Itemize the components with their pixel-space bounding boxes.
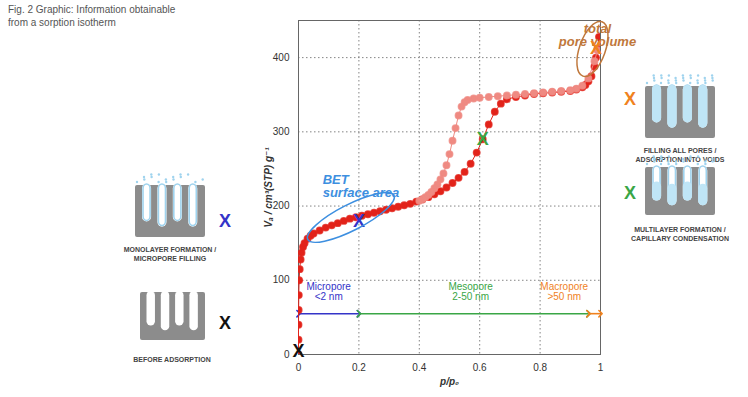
svg-text:0: 0 — [284, 349, 290, 360]
svg-text:X: X — [292, 341, 304, 361]
svg-text:0.4: 0.4 — [412, 362, 426, 373]
svg-text:Macropore>50 nm: Macropore>50 nm — [540, 281, 588, 302]
svg-text:X: X — [624, 89, 636, 109]
svg-text:0.6: 0.6 — [473, 362, 487, 373]
svg-text:0.2: 0.2 — [352, 362, 366, 373]
svg-text:Micropore<2 nm: Micropore<2 nm — [306, 281, 351, 302]
svg-text:0: 0 — [296, 362, 302, 373]
svg-text:100: 100 — [273, 274, 290, 285]
svg-text:400: 400 — [273, 52, 290, 63]
svg-text:X: X — [219, 313, 231, 333]
svg-text:MICROPORE FILLING: MICROPORE FILLING — [134, 255, 207, 262]
svg-text:MONOLAYER FORMATION /: MONOLAYER FORMATION / — [124, 246, 217, 253]
svg-text:BEFORE ADSORPTION: BEFORE ADSORPTION — [133, 356, 211, 363]
svg-text:CAPILLARY CONDENSATION: CAPILLARY CONDENSATION — [631, 235, 729, 242]
svg-text:X: X — [219, 211, 231, 231]
svg-text:300: 300 — [273, 126, 290, 137]
svg-text:0.8: 0.8 — [533, 362, 547, 373]
svg-text:Vₐ / cm³(STP) g⁻¹: Vₐ / cm³(STP) g⁻¹ — [263, 147, 274, 228]
svg-text:200: 200 — [273, 200, 290, 211]
svg-text:X: X — [590, 38, 602, 58]
svg-text:ADSORPTION INTO VOIDS: ADSORPTION INTO VOIDS — [636, 156, 725, 163]
svg-text:p/p₀: p/p₀ — [439, 376, 459, 387]
svg-text:FILLING ALL PORES /: FILLING ALL PORES / — [644, 147, 717, 154]
svg-text:MULTILAYER FORMATION /: MULTILAYER FORMATION / — [634, 226, 726, 233]
svg-text:X: X — [624, 183, 636, 203]
svg-text:Mesopore2-50 nm: Mesopore2-50 nm — [448, 281, 493, 302]
svg-text:BETsurface area: BETsurface area — [323, 172, 400, 200]
svg-text:1: 1 — [598, 362, 604, 373]
svg-text:X: X — [477, 129, 489, 149]
